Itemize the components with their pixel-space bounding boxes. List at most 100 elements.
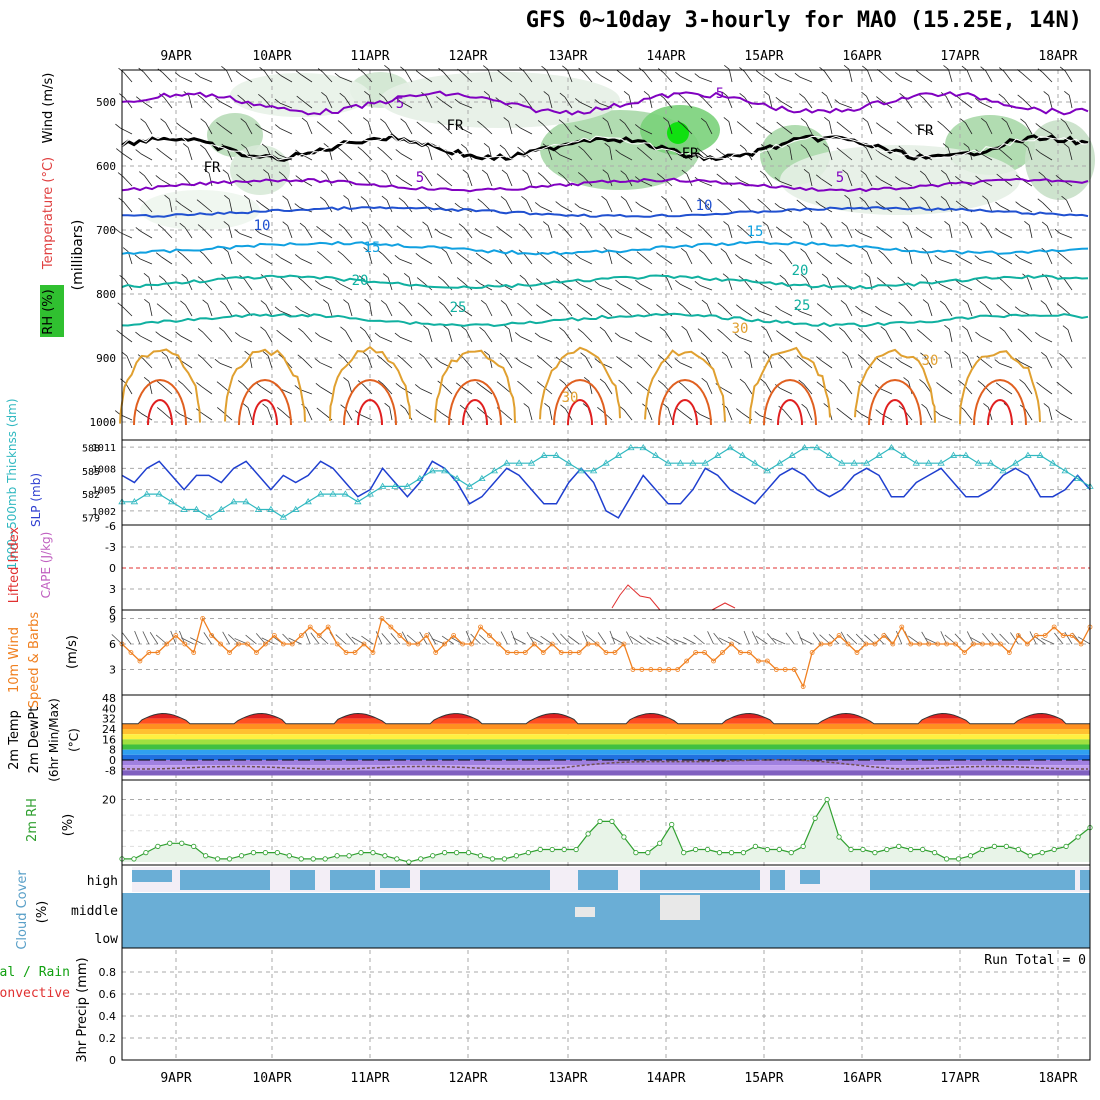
rh-shade-11 (140, 190, 260, 230)
wind-barb-flag (736, 121, 743, 126)
wind-barb (866, 251, 873, 265)
wind-barb-flag (400, 404, 406, 410)
series-li-positive (611, 584, 661, 611)
wind-barb-flag (681, 325, 687, 331)
rh-marker (1039, 850, 1045, 856)
wind-barb (625, 200, 633, 213)
wind-barb-flag (594, 280, 601, 286)
contour-temp-30 (539, 346, 621, 420)
wind-barb-flag (844, 194, 850, 200)
contour-temp-40 (777, 398, 803, 426)
wind-barb (362, 150, 373, 161)
wind-barb (265, 278, 273, 291)
wind-barb-flag (559, 379, 565, 384)
thickness-marker (912, 459, 920, 466)
wind-barb (780, 230, 793, 239)
wind-barb (220, 101, 233, 109)
wind10m-marker (720, 650, 725, 655)
wind-barb-flag (854, 228, 861, 234)
wind-barb (522, 384, 533, 395)
thickness-marker (676, 459, 685, 466)
wind-barb (720, 387, 733, 395)
wind10m-barb (707, 631, 714, 645)
wind-barb-flag (736, 304, 742, 309)
wind-barb (841, 125, 853, 135)
wind-barb-flag (138, 197, 144, 203)
wind-barb (966, 225, 973, 239)
wind-barb-flag (656, 252, 662, 257)
wind-barb-flag (680, 248, 687, 253)
wind-barb (582, 176, 593, 187)
wind-barb-flag (517, 146, 523, 152)
wind-barb-flag (636, 147, 643, 152)
wind-barb-flag (258, 94, 264, 99)
wind-barb (539, 336, 553, 343)
wind-barb (945, 200, 953, 213)
wind-barb (202, 98, 213, 109)
wind-barb (140, 153, 153, 161)
contour-temp-30 (224, 348, 306, 422)
wind-barb-flag (536, 278, 542, 283)
wind10m-barb (530, 636, 544, 645)
wind-barb (301, 99, 313, 109)
wind-barb-flag (944, 324, 950, 330)
thickness-marker (292, 505, 300, 512)
wind-barb-flag (698, 249, 705, 254)
wind-barb (165, 122, 173, 135)
rh-marker (465, 850, 472, 856)
wind-barb (226, 278, 233, 291)
wind-barb-flag (716, 173, 723, 179)
wind-barb (799, 76, 813, 83)
wind-barb-flag (295, 305, 301, 311)
wind-barb (321, 125, 333, 135)
wind-barb (982, 384, 993, 395)
wind-barb-flag (319, 196, 326, 202)
wind10m-barb (441, 635, 454, 645)
wind-barb-flag (316, 407, 323, 413)
wind-barb (601, 307, 613, 317)
wind-barb (921, 333, 933, 343)
ylabel-minmax: (6hr Min/Max) (47, 698, 61, 782)
wind-barb-flag (774, 177, 781, 182)
wind-barb-flag (614, 229, 621, 234)
wind-barb-flag (536, 355, 543, 360)
tick-thickness: 585 (82, 467, 100, 478)
wind-barb (248, 199, 253, 213)
wind-barb-flag (1035, 148, 1042, 154)
wind-barb-flag (218, 327, 225, 332)
wind10m-barb (1054, 632, 1064, 645)
series-thickness-line (122, 446, 1091, 519)
wind-barb-flag (415, 409, 421, 414)
wind-barb (781, 334, 793, 343)
tick-pressure: 900 (96, 352, 116, 365)
wind-barb-flag (177, 250, 183, 256)
wind-barb (367, 121, 373, 135)
thickness-marker (900, 451, 908, 458)
wind-barb-flag (255, 382, 262, 388)
wind-barb-flag (156, 303, 163, 308)
wind-barb (163, 97, 173, 109)
wind10m-marker (209, 633, 215, 638)
wind10m-barb (673, 638, 687, 645)
wind10m-barb (999, 633, 1010, 645)
wind-barb-flag (757, 198, 763, 204)
rh-marker (872, 850, 878, 856)
wind-barb (701, 151, 713, 161)
rh-marker (681, 850, 687, 856)
contour-freezing-level (121, 133, 1089, 162)
contour-temp-35 (763, 378, 817, 426)
thickness-marker (416, 474, 424, 482)
wind-barb-flag (1063, 143, 1070, 148)
thickness-marker (490, 467, 499, 474)
wind-barb-flag (955, 279, 961, 285)
wind10m-marker (271, 633, 277, 638)
wind-barb-flag (1060, 118, 1066, 123)
wind-barb-flag (395, 382, 402, 388)
wind10m-barb (142, 631, 150, 645)
wind-barb-flag (481, 169, 488, 175)
wind-barb-flag (855, 409, 861, 415)
ylabel-lifted-index: Lifted Index (7, 526, 22, 603)
wind-barb-flag (623, 91, 630, 96)
wind-barb (980, 282, 993, 291)
